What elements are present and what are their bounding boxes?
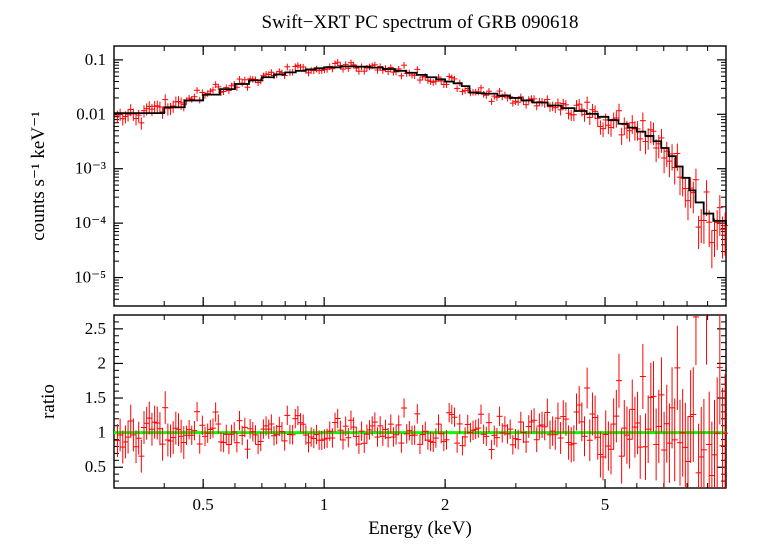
y-tick-label: 0.1 [85,50,106,69]
bottom-panel-frame [114,315,726,488]
counts-vs-energy-panel: 10⁻⁵ 10⁻⁴ 10⁻³ 0.01 0.1 counts s⁻¹ keV⁻¹ [28,46,728,306]
x-tick-label: 1 [320,495,329,514]
y-tick-label: 10⁻⁵ [74,268,106,287]
counts-axis-label: counts s⁻¹ keV⁻¹ [28,111,49,241]
y-tick-label: 0.5 [85,457,106,476]
ratio-panel: 0.5 1 1.5 2 2.5 0.5 1 2 5 ratio [38,315,728,514]
y-tick-label: 10⁻⁴ [74,213,106,232]
figure-title: Swift−XRT PC spectrum of GRB 090618 [262,12,579,33]
y-tick-label: 2.5 [85,319,106,338]
top-xticks-bottom [114,297,708,306]
top-yticks-left [114,60,123,299]
spectrum-model-line [114,66,726,225]
top-yticks-right [717,60,726,299]
ratio-axis-label: ratio [38,384,59,419]
top-xticks-top [114,46,708,55]
bot-ylabels: 0.5 1 1.5 2 2.5 [85,319,106,476]
y-tick-label: 2 [98,353,107,372]
energy-axis-label: Energy (keV) [368,518,472,539]
spectrum-data-points [114,59,728,268]
bot-xlabels: 0.5 1 2 5 [193,495,610,514]
spectrum-figure: Swift−XRT PC spectrum of GRB 090618 10⁻⁵… [0,0,758,556]
top-ylabels: 10⁻⁵ 10⁻⁴ 10⁻³ 0.01 0.1 [74,50,106,287]
y-tick-label: 1.5 [85,388,106,407]
x-tick-label: 2 [441,495,450,514]
top-panel-frame [114,46,726,306]
ratio-data-points [114,315,728,488]
y-tick-label: 10⁻³ [75,159,106,178]
bot-yticks-left [114,322,123,481]
y-tick-label: 0.01 [76,104,106,123]
x-tick-label: 0.5 [193,495,214,514]
y-tick-label: 1 [98,423,107,442]
bot-xticks-top [114,315,708,324]
x-tick-label: 5 [601,495,610,514]
bot-xticks-bottom [114,479,708,488]
